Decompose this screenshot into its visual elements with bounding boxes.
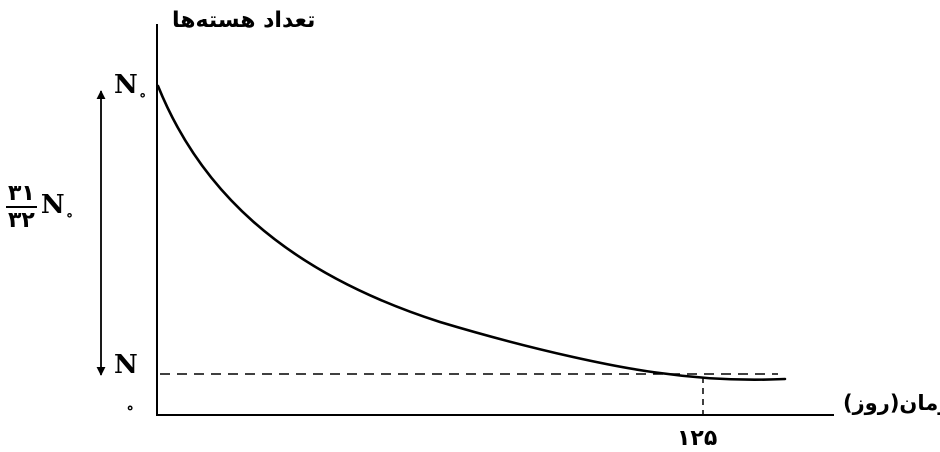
decayed-fraction-label: ۳۱ ۳۲ N∘ [6, 182, 73, 232]
fraction-base-subscript: ∘ [65, 206, 74, 225]
fraction-denominator: ۳۲ [8, 208, 35, 234]
remaining-count-label: N [114, 350, 138, 380]
y-axis-label: تعداد هسته‌ها [172, 8, 316, 33]
initial-count-label: N∘ [114, 72, 147, 103]
decay-curve [156, 84, 787, 381]
fraction-base-letter: N [40, 190, 65, 221]
initial-count-base: N [114, 70, 138, 100]
fraction: ۳۱ ۳۲ [6, 182, 37, 232]
fraction-base: N∘ [41, 190, 74, 224]
fraction-numerator: ۳۱ [6, 182, 37, 209]
initial-count-subscript: ∘ [138, 86, 147, 104]
time-tick-label: ۱۲۵ [677, 426, 718, 451]
origin-label: ∘ [126, 398, 135, 417]
x-axis-label: زمان(روز) [843, 391, 940, 415]
